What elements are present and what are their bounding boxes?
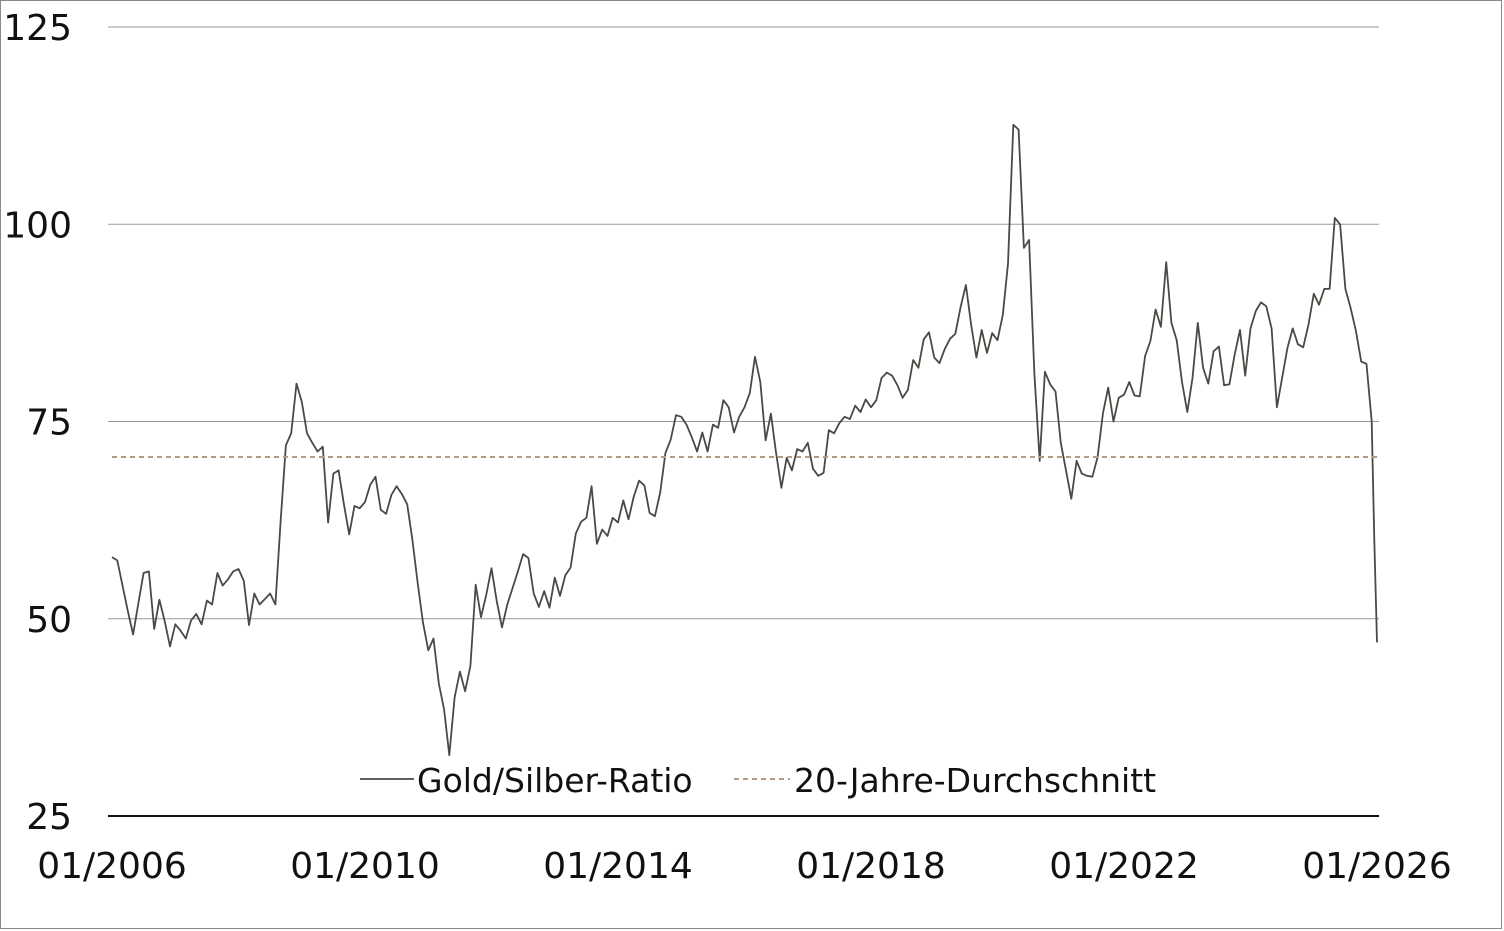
- x-tick-label-01-2022: 01/2022: [1049, 846, 1199, 887]
- x-tick-label-01-2014: 01/2014: [543, 846, 693, 887]
- series-line-gold-silver-ratio: [111, 123, 1378, 757]
- legend-label-20-year-average: 20-Jahre-Durchschnitt: [794, 761, 1156, 800]
- y-tick-label-75: 75: [26, 403, 72, 444]
- x-axis-tick-labels: 01/2006 01/2010 01/2014 01/2018 01/2022 01/20…: [37, 846, 1452, 887]
- y-tick-label-125: 125: [3, 8, 72, 49]
- series-group: [111, 123, 1378, 757]
- x-tick-label-01-2026: 01/2026: [1302, 846, 1452, 887]
- x-tick-label-01-2006: 01/2006: [37, 846, 187, 887]
- y-tick-label-100: 100: [3, 205, 72, 246]
- y-tick-label-50: 50: [26, 600, 72, 641]
- y-tick-label-25: 25: [26, 797, 72, 838]
- y-axis-tick-labels: 25 50 75 100 125: [3, 8, 72, 838]
- legend: Gold/Silber-Ratio 20-Jahre-Durchschnitt: [360, 761, 1156, 800]
- x-tick-label-01-2010: 01/2010: [290, 846, 440, 887]
- x-tick-label-01-2018: 01/2018: [796, 846, 946, 887]
- legend-label-gold-silver-ratio: Gold/Silber-Ratio: [417, 761, 693, 800]
- grid-lines: [108, 26, 1379, 620]
